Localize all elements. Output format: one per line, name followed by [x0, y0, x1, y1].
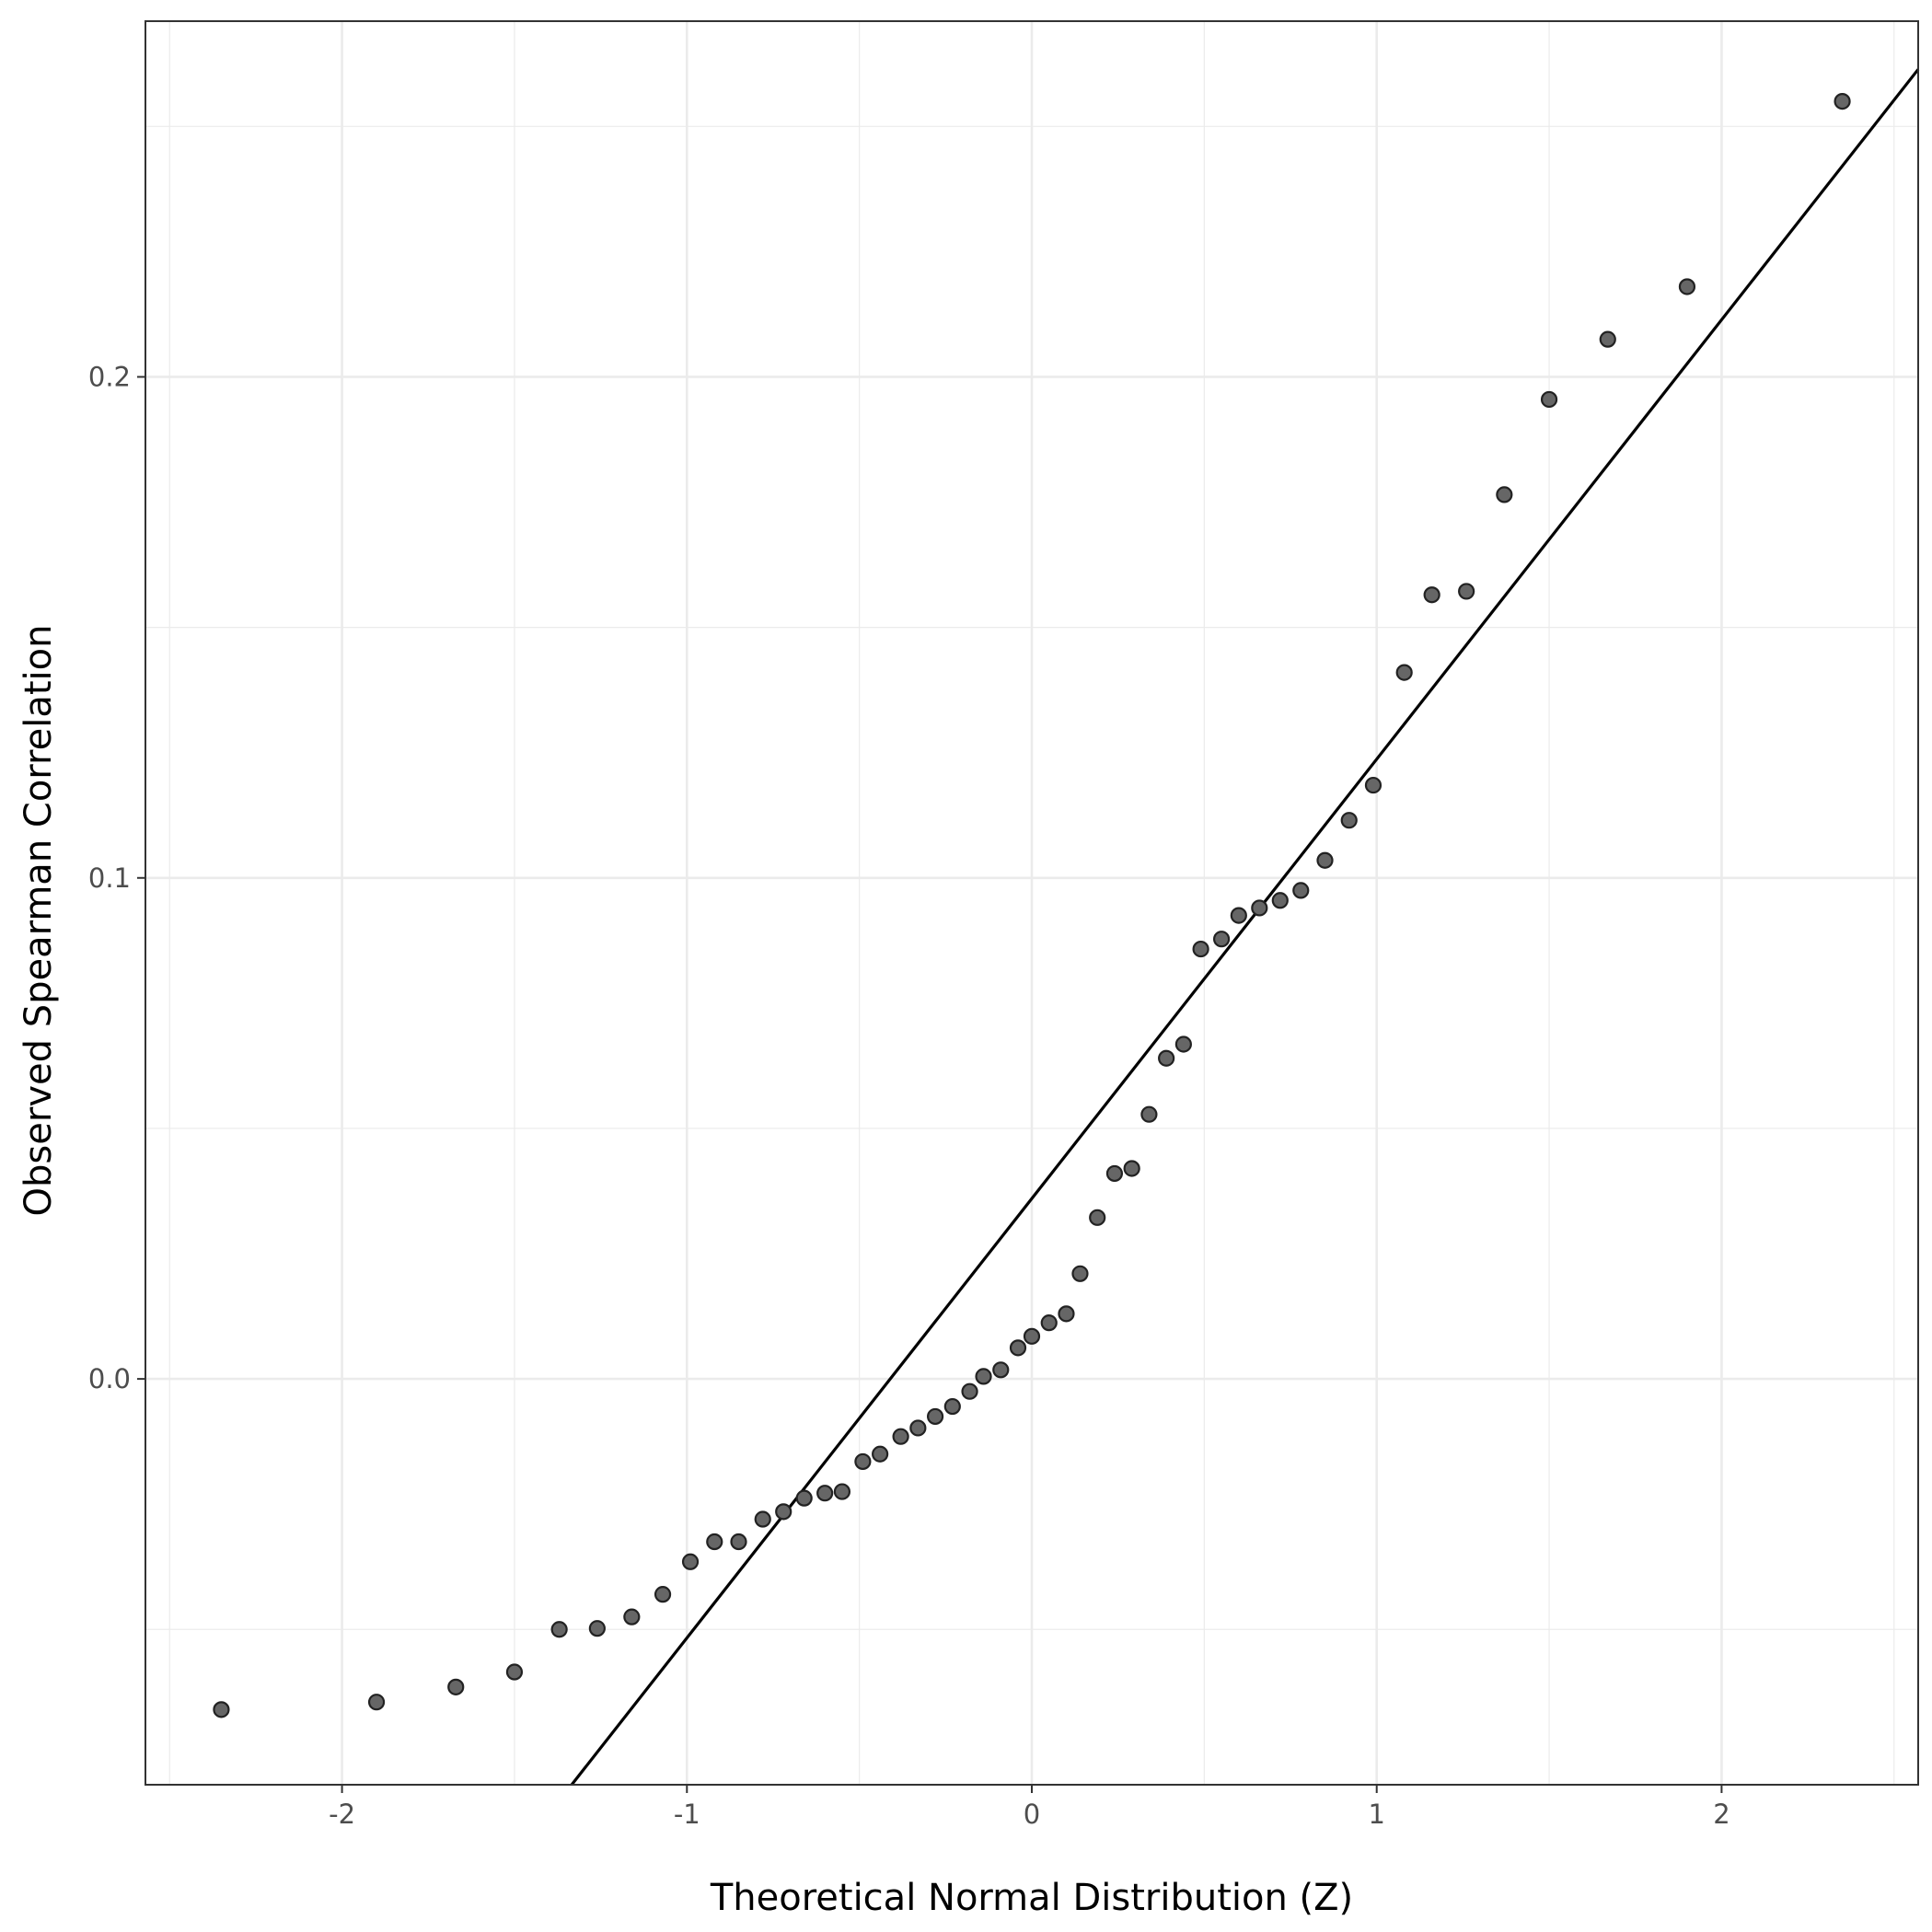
data-point — [833, 1483, 851, 1500]
major-gridlines — [145, 21, 1918, 1785]
data-point — [588, 1620, 606, 1637]
data-point — [892, 1428, 909, 1445]
data-point — [1174, 1035, 1192, 1053]
data-point — [654, 1586, 672, 1603]
data-point — [992, 1361, 1010, 1379]
data-point — [1123, 1160, 1140, 1177]
data-point — [1009, 1339, 1027, 1357]
data-point — [1105, 1164, 1124, 1183]
y-tick-label: 0.2 — [88, 361, 131, 392]
data-point — [775, 1503, 792, 1521]
data-point — [1678, 278, 1696, 295]
data-point — [1192, 940, 1209, 958]
data-point — [550, 1621, 568, 1638]
data-point — [1540, 390, 1558, 409]
y-tick-label: 0.1 — [88, 862, 131, 894]
x-tick-label: 0 — [1024, 1799, 1040, 1830]
data-point — [816, 1485, 834, 1502]
data-point — [213, 1701, 230, 1718]
data-point — [1023, 1327, 1041, 1345]
data-point — [706, 1533, 723, 1551]
data-point — [623, 1608, 641, 1625]
data-point — [1395, 664, 1413, 681]
data-point — [1458, 583, 1475, 600]
data-point — [1599, 330, 1616, 348]
data-point — [730, 1533, 747, 1551]
data-point — [367, 1694, 386, 1711]
data-points — [213, 92, 1851, 1718]
data-point — [1316, 851, 1334, 869]
data-point — [795, 1489, 813, 1507]
data-point — [754, 1510, 771, 1528]
data-point — [1089, 1209, 1106, 1226]
data-point — [1058, 1305, 1075, 1323]
data-point — [1251, 899, 1268, 917]
data-point — [1292, 882, 1310, 899]
y-axis: 0.0 0.1 0.2 — [88, 361, 145, 1394]
data-point — [1140, 1105, 1158, 1123]
x-tick-label: 2 — [1713, 1799, 1730, 1830]
data-point — [681, 1553, 700, 1570]
data-point — [1496, 486, 1513, 503]
data-point — [1340, 812, 1358, 829]
y-axis-title: Observed Spearman Correlation — [17, 625, 60, 1217]
data-point — [1158, 1049, 1175, 1067]
data-point — [943, 1397, 961, 1416]
data-point — [975, 1368, 992, 1385]
x-tick-label: 1 — [1368, 1799, 1384, 1830]
data-point — [961, 1382, 978, 1400]
data-point — [909, 1419, 927, 1437]
data-point — [872, 1445, 889, 1463]
x-tick-label: -2 — [329, 1799, 355, 1830]
data-point — [1364, 776, 1382, 794]
data-point — [926, 1407, 944, 1426]
data-point — [1071, 1265, 1089, 1282]
data-point — [1230, 907, 1247, 924]
data-point — [1423, 586, 1440, 604]
data-point — [447, 1678, 465, 1695]
x-axis-title: Theoretical Normal Distribution (Z) — [710, 1877, 1353, 1919]
data-point — [1834, 92, 1851, 110]
data-point — [505, 1663, 524, 1681]
x-tick-label: -1 — [674, 1799, 700, 1830]
data-point — [854, 1452, 872, 1471]
x-axis: -2 -1 0 1 2 — [329, 1785, 1730, 1830]
data-point — [1271, 892, 1289, 909]
data-point — [1040, 1314, 1058, 1332]
y-tick-label: 0.0 — [88, 1363, 131, 1394]
data-point — [1212, 931, 1231, 948]
